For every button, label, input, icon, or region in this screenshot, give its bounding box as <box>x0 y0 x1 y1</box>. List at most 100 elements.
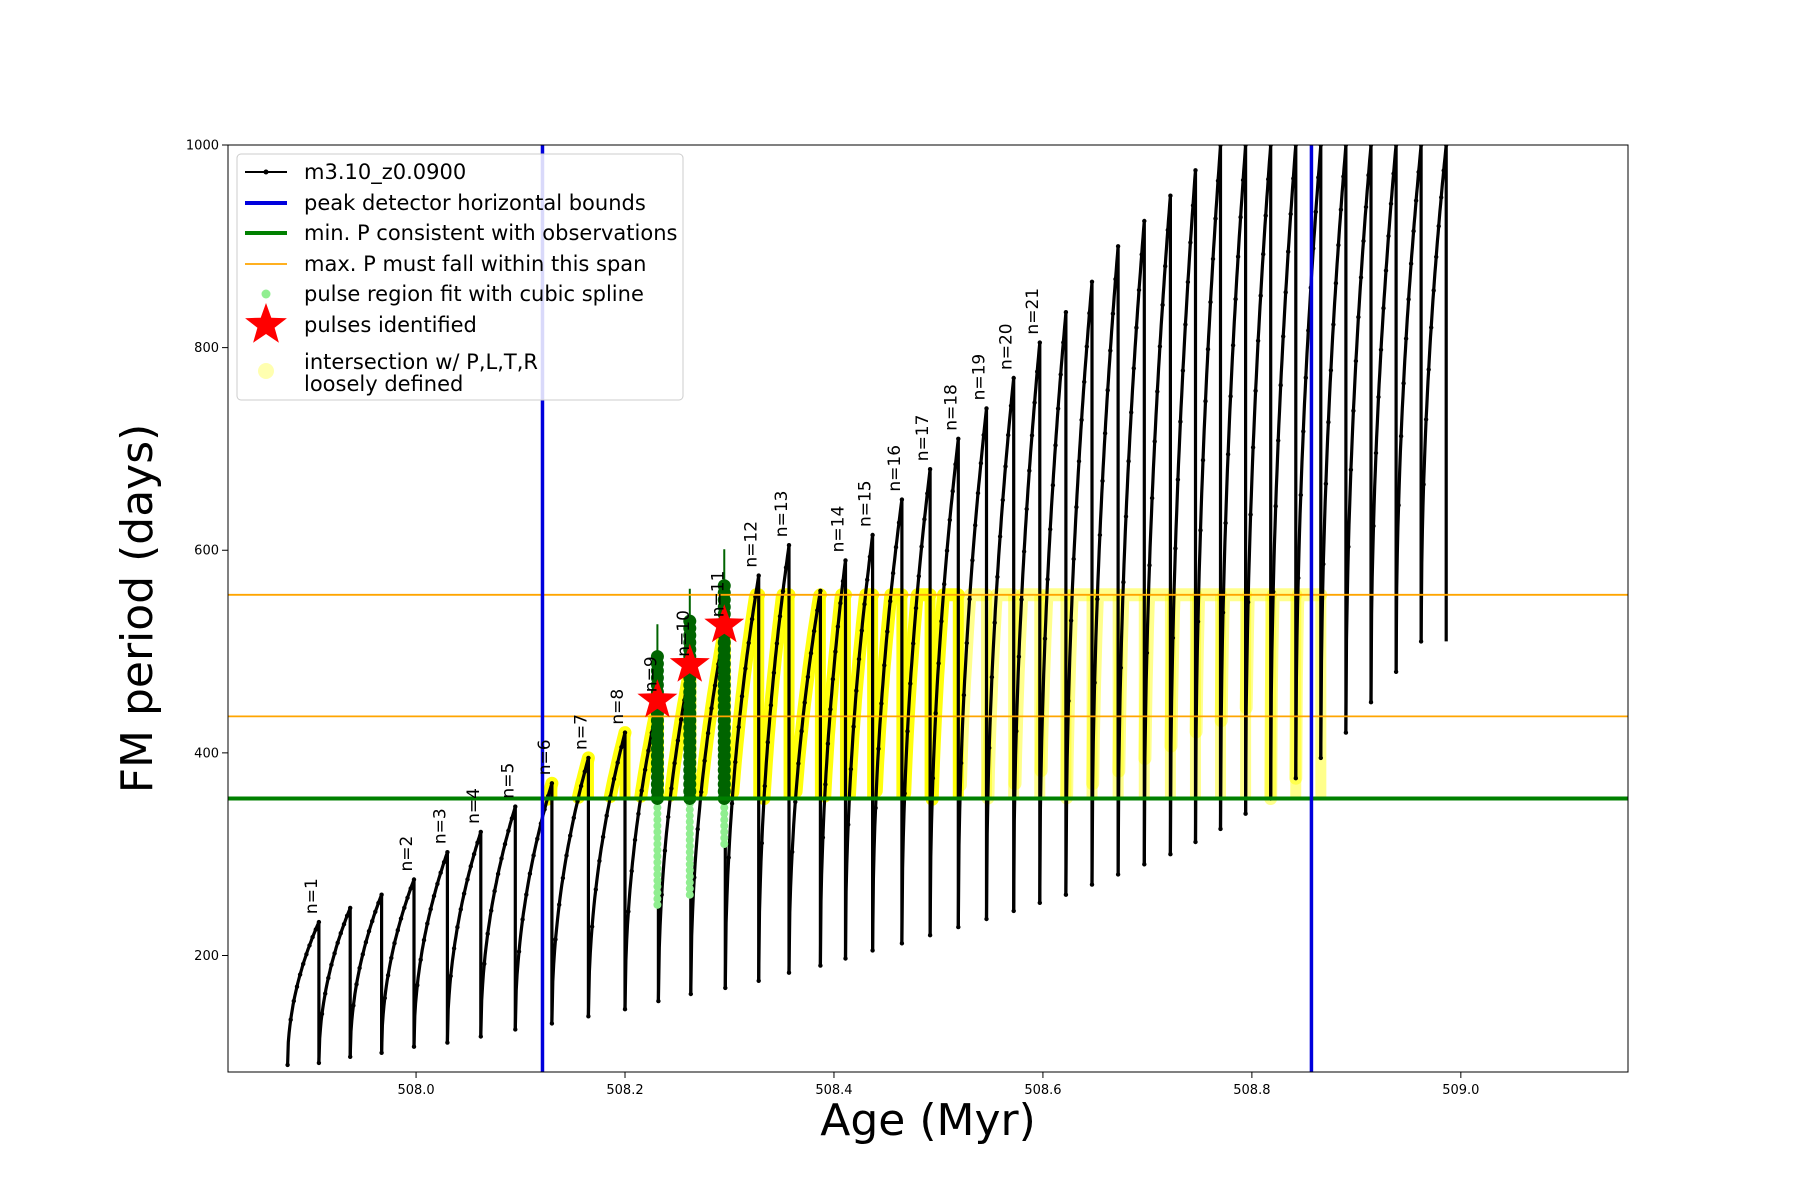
pulse-label: n=7 <box>571 714 591 750</box>
model-point <box>987 745 992 751</box>
model-point <box>1157 344 1163 349</box>
x-tick-label: 508.4 <box>815 1083 852 1098</box>
model-point <box>1037 340 1043 345</box>
model-point <box>1248 512 1253 517</box>
model-point <box>726 855 731 860</box>
model-point <box>854 688 859 693</box>
model-point <box>1200 458 1206 463</box>
model-cycle-curve <box>757 543 791 981</box>
model-point <box>662 848 668 853</box>
model-point <box>586 755 591 761</box>
model-point <box>1113 276 1118 282</box>
model-point <box>582 769 587 774</box>
model-point <box>1336 242 1341 248</box>
model-cycle-curve <box>984 376 1016 920</box>
model-point <box>828 707 833 712</box>
model-point <box>796 761 801 766</box>
model-point <box>815 608 820 613</box>
model-point <box>1035 369 1040 374</box>
model-point <box>1393 669 1399 674</box>
model-point <box>478 829 483 835</box>
model-point <box>1000 497 1005 503</box>
model-point <box>1245 600 1251 605</box>
model-point <box>1356 314 1361 320</box>
legend-marker-spline <box>261 289 271 299</box>
model-point <box>936 661 941 666</box>
model-point <box>1208 299 1213 305</box>
model-point <box>629 868 634 874</box>
model-point <box>1213 216 1218 221</box>
model-point <box>411 877 417 882</box>
model-point <box>656 998 661 1004</box>
model-point <box>465 877 470 882</box>
model-point <box>756 573 761 578</box>
spline-point <box>653 894 662 903</box>
model-point <box>672 761 677 766</box>
model-point <box>1089 279 1095 284</box>
model-point <box>1011 375 1016 381</box>
model-point <box>418 957 423 962</box>
model-point <box>733 759 738 765</box>
model-point <box>535 836 540 841</box>
model-point <box>1180 368 1186 373</box>
model-point <box>1418 145 1424 148</box>
model-point <box>919 544 924 549</box>
model-point <box>851 724 856 729</box>
model-point <box>1076 459 1082 464</box>
legend-marker-model-dot <box>263 169 269 175</box>
model-point <box>411 1044 417 1049</box>
model-point <box>323 991 328 996</box>
model-point <box>304 952 309 957</box>
pulse-labels: n=1 n=2 n=3 n=4 n=5 n=6 n=7 n=8 n=9 n=10 n=11 n=12 n… <box>302 288 1043 914</box>
model-point <box>1115 872 1121 877</box>
model-point <box>1261 252 1266 257</box>
model-point <box>922 517 927 522</box>
model-point <box>1333 281 1339 286</box>
model-point <box>619 745 624 750</box>
model-cycle-curve <box>1142 194 1172 865</box>
pulse-fit-point <box>650 650 664 664</box>
model-point <box>341 922 347 927</box>
model-point <box>310 934 315 940</box>
model-point <box>357 965 362 971</box>
model-point <box>1144 650 1150 656</box>
model-point <box>808 651 814 656</box>
model-point <box>1011 908 1016 914</box>
model-point <box>1298 492 1304 498</box>
spline-point <box>653 864 662 873</box>
model-cycle-curve <box>871 498 904 951</box>
model-point <box>939 619 944 624</box>
model-point <box>1188 240 1193 245</box>
model-point <box>1139 252 1144 257</box>
model-point <box>833 649 838 654</box>
model-point <box>1092 680 1097 685</box>
model-point <box>382 995 387 1001</box>
model-point <box>790 849 795 855</box>
model-point <box>1027 468 1032 473</box>
model-cycle-curve <box>787 589 822 973</box>
model-point <box>695 826 700 832</box>
model-point <box>989 674 995 680</box>
model-point <box>1258 293 1263 298</box>
pulse-label: n=19 <box>970 354 990 401</box>
model-point <box>379 1050 384 1056</box>
model-point <box>729 801 735 806</box>
model-point <box>1378 347 1384 352</box>
model-point <box>1228 394 1233 399</box>
model-point <box>964 640 969 646</box>
legend-box <box>236 153 684 401</box>
model-point <box>913 605 919 611</box>
legend-label: intersection w/ P,L,T,R <box>304 350 538 374</box>
model-point <box>953 462 958 467</box>
model-point <box>288 1017 293 1022</box>
model-point <box>1147 563 1152 568</box>
model-point <box>1373 450 1379 456</box>
model-point <box>1021 549 1027 554</box>
model-point <box>438 870 443 875</box>
model-point <box>1163 264 1168 269</box>
model-point <box>513 1027 518 1032</box>
spline-point <box>653 882 662 891</box>
spline-point <box>685 872 694 881</box>
model-point <box>294 984 300 989</box>
